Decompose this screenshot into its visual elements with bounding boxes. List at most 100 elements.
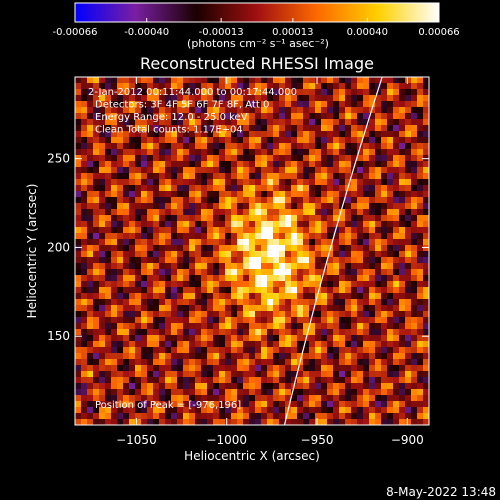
heatmap-cell: [81, 215, 88, 222]
heatmap-cell: [183, 317, 190, 324]
heatmap-cell: [345, 299, 352, 306]
heatmap-cell: [369, 251, 376, 258]
heatmap-cell: [129, 263, 136, 270]
heatmap-cell: [117, 227, 124, 234]
heatmap-cell: [99, 287, 106, 294]
heatmap-cell: [369, 293, 376, 300]
heatmap-cell: [165, 131, 172, 138]
heatmap-cell: [261, 305, 268, 312]
heatmap-cell: [165, 149, 172, 156]
heatmap-cell: [183, 323, 190, 330]
heatmap-cell: [225, 131, 232, 138]
heatmap-cell: [171, 119, 178, 126]
heatmap-cell: [369, 323, 376, 330]
heatmap-cell: [147, 251, 154, 258]
heatmap-cell: [351, 245, 358, 252]
heatmap-cell: [117, 269, 124, 276]
heatmap-cell: [99, 269, 106, 276]
heatmap-cell: [333, 185, 340, 192]
heatmap-cell: [315, 101, 322, 108]
heatmap-cell: [261, 389, 268, 396]
heatmap-cell: [375, 287, 382, 294]
heatmap-cell: [375, 371, 382, 378]
heatmap-cell: [135, 299, 142, 306]
heatmap-cell: [291, 317, 298, 324]
heatmap-cell: [279, 239, 286, 246]
heatmap-cell: [225, 293, 232, 300]
heatmap-cell: [201, 77, 208, 84]
heatmap-cell: [369, 353, 376, 360]
heatmap-cell: [249, 203, 256, 210]
heatmap-cell: [303, 203, 310, 210]
heatmap-cell: [309, 221, 316, 228]
heatmap-cell: [165, 419, 172, 425]
heatmap-cell: [273, 209, 280, 216]
heatmap-cell: [285, 395, 292, 402]
heatmap-cell: [141, 197, 148, 204]
heatmap-cell: [159, 317, 166, 324]
heatmap-cell: [285, 83, 292, 90]
heatmap-cell: [255, 305, 262, 312]
heatmap-cell: [369, 263, 376, 270]
heatmap-cell: [105, 233, 112, 240]
heatmap-cell: [381, 323, 388, 330]
heatmap-cell: [213, 329, 220, 336]
heatmap-cell: [297, 389, 304, 396]
heatmap-cell: [87, 335, 94, 342]
heatmap-cell: [273, 215, 280, 222]
heatmap-cell: [105, 149, 112, 156]
heatmap-cell: [177, 281, 184, 288]
heatmap-cell: [411, 203, 418, 210]
heatmap-cell: [243, 149, 250, 156]
heatmap-cell: [225, 173, 232, 180]
heatmap-cell: [393, 239, 400, 246]
heatmap-cell: [93, 401, 100, 408]
heatmap-cell: [183, 227, 190, 234]
heatmap-cell: [129, 95, 136, 102]
heatmap-cell: [303, 299, 310, 306]
heatmap-cell: [297, 329, 304, 336]
heatmap-cell: [201, 311, 208, 318]
heatmap-cell: [219, 179, 226, 186]
heatmap-cell: [219, 101, 226, 108]
heatmap-cell: [189, 347, 196, 354]
heatmap-cell: [123, 419, 130, 425]
heatmap-cell: [183, 137, 190, 144]
heatmap-cell: [171, 149, 178, 156]
heatmap-cell: [363, 107, 370, 114]
heatmap-cell: [87, 221, 94, 228]
heatmap-cell: [225, 311, 232, 318]
heatmap-cell: [207, 233, 214, 240]
heatmap-cell: [93, 107, 100, 114]
heatmap-cell: [291, 353, 298, 360]
heatmap-cell: [237, 239, 244, 246]
heatmap-cell: [303, 287, 310, 294]
heatmap-cell: [309, 161, 316, 168]
heatmap-cell: [159, 383, 166, 390]
heatmap-cell: [423, 311, 429, 318]
heatmap-cell: [357, 245, 364, 252]
heatmap-cell: [279, 83, 286, 90]
heatmap-cell: [351, 383, 358, 390]
heatmap-cell: [111, 353, 118, 360]
heatmap-cell: [291, 407, 298, 414]
heatmap-cell: [123, 155, 130, 162]
heatmap-cell: [81, 299, 88, 306]
heatmap-cell: [219, 203, 226, 210]
heatmap-cell: [165, 335, 172, 342]
heatmap-cell: [381, 329, 388, 336]
heatmap-cell: [351, 377, 358, 384]
heatmap-cell: [237, 389, 244, 396]
heatmap-cell: [261, 419, 268, 425]
heatmap-cell: [117, 377, 124, 384]
heatmap-cell: [321, 113, 328, 120]
heatmap-cell: [327, 125, 334, 132]
heatmap-cell: [129, 251, 136, 258]
heatmap-cell: [129, 329, 136, 336]
heatmap-cell: [333, 287, 340, 294]
heatmap-cell: [279, 89, 286, 96]
heatmap-cell: [213, 233, 220, 240]
heatmap-cell: [345, 233, 352, 240]
heatmap-cell: [129, 305, 136, 312]
heatmap-cell: [405, 137, 412, 144]
